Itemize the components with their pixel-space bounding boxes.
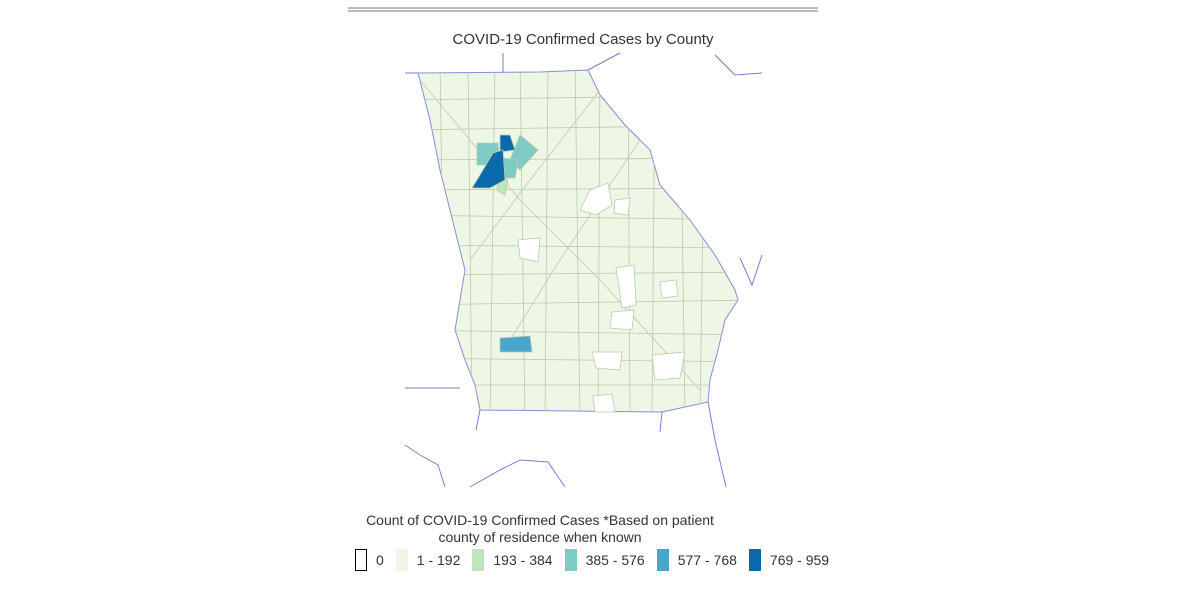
state	[417, 69, 739, 413]
counties	[471, 134, 686, 413]
legend-swatch	[656, 549, 669, 571]
county-lines	[418, 70, 738, 412]
legend-swatch	[355, 549, 367, 571]
legend-label: 0	[376, 552, 384, 568]
legend-swatch	[748, 549, 761, 571]
legend-label: 769 - 959	[769, 552, 830, 568]
legend-item: 385 - 576	[564, 549, 645, 571]
legend-item: 577 - 768	[656, 549, 737, 571]
legend-item: 0	[355, 549, 384, 571]
legend-swatch	[564, 549, 577, 571]
legend-item: 769 - 959	[748, 549, 830, 571]
chart-title: COVID-19 Confirmed Cases by County	[452, 31, 714, 48]
legend-swatch	[395, 549, 408, 571]
legend-label: 577 - 768	[677, 552, 737, 568]
legend-title: Count of COVID-19 Confirmed Cases *Based…	[366, 512, 714, 545]
legend-swatch	[472, 549, 485, 571]
legend-label: 193 - 384	[493, 552, 553, 568]
legend: 0 1 - 192 193 - 384 385 - 576 577 - 768 769 -…	[355, 549, 829, 571]
legend-item: 1 - 192	[395, 549, 461, 571]
legend-item: 193 - 384	[472, 549, 553, 571]
neighbors	[404, 52, 763, 488]
legend-label: 1 - 192	[416, 552, 461, 568]
legend-label: 385 - 576	[585, 552, 645, 568]
